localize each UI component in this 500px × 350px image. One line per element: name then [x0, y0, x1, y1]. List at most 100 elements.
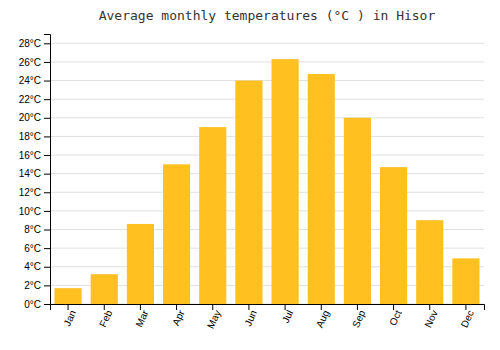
tick: Dec: [459, 304, 476, 329]
tick: 8°C: [24, 224, 50, 235]
grid-line: [50, 43, 484, 44]
bar: [272, 59, 299, 304]
tick-label: Mar: [133, 308, 151, 329]
axis-line: [51, 305, 485, 311]
grid: [50, 43, 484, 304]
tick: 10°C: [19, 206, 50, 217]
bar: [344, 118, 371, 304]
tick-mark: [44, 99, 50, 100]
tick: 18°C: [19, 131, 50, 142]
tick: 2°C: [24, 280, 50, 291]
bar: [91, 274, 118, 304]
tick-label: 2°C: [24, 280, 41, 291]
grid-line: [50, 99, 484, 100]
tick-label: 12°C: [19, 187, 41, 198]
tick-label: Oct: [387, 308, 404, 327]
tick-mark: [44, 118, 50, 119]
tick-label: Jun: [242, 308, 259, 327]
tick-label: 20°C: [19, 112, 41, 123]
tick: Feb: [97, 304, 114, 329]
grid-line: [50, 80, 484, 81]
tick-label: 22°C: [19, 94, 41, 105]
grid-line: [50, 173, 484, 174]
plot: 0°C 2°C 4°C 6°C 8°C 10°C 12°C 14°C 16°C 18°C 20°C 2…: [19, 35, 485, 331]
bars: [55, 59, 480, 304]
tick: 0°C: [24, 299, 50, 310]
tick: 22°C: [19, 94, 50, 105]
tick-label: Apr: [170, 308, 187, 327]
tick-label: 24°C: [19, 75, 41, 86]
tick-mark: [44, 304, 50, 305]
tick-label: 8°C: [24, 224, 41, 235]
tick: 14°C: [19, 168, 50, 179]
tick-mark: [44, 136, 50, 137]
tick-mark: [44, 285, 50, 286]
tick: 28°C: [19, 38, 50, 49]
tick: Sep: [350, 304, 368, 329]
tick-mark: [44, 81, 50, 82]
axis-line: [44, 35, 51, 305]
tick-label: Feb: [97, 308, 114, 329]
tick-label: 16°C: [19, 150, 41, 161]
grid-line: [50, 155, 484, 156]
tick-mark: [44, 155, 50, 156]
bar: [308, 74, 335, 304]
tick-label: Sep: [350, 308, 368, 329]
tick: Apr: [170, 304, 187, 327]
tick-label: 0°C: [24, 299, 41, 310]
tick: Jan: [61, 304, 78, 328]
x-axis: Jan Feb Mar Apr May Jun Jul Aug Sep Oct Nov Dec: [51, 304, 485, 330]
tick-label: Dec: [459, 308, 476, 329]
bar: [380, 167, 407, 304]
tick-label: 14°C: [19, 168, 41, 179]
bar: [163, 164, 190, 304]
tick-label: Jul: [280, 308, 295, 324]
grid-line: [50, 136, 484, 137]
bar: [452, 258, 479, 304]
tick: 24°C: [19, 75, 50, 86]
tick: Jun: [242, 304, 259, 328]
tick-mark: [44, 211, 50, 212]
tick: 20°C: [19, 112, 50, 123]
tick-mark: [44, 174, 50, 175]
tick-label: 10°C: [19, 206, 41, 217]
tick: Mar: [133, 304, 151, 329]
tick-label: Aug: [314, 308, 331, 329]
bar: [416, 220, 443, 304]
tick-mark: [44, 267, 50, 268]
tick-label: 28°C: [19, 38, 41, 49]
bar: [55, 288, 82, 304]
tick-label: 18°C: [19, 131, 41, 142]
tick-label: 4°C: [24, 261, 41, 272]
bar: [199, 127, 226, 304]
grid-line: [50, 210, 484, 211]
tick-label: Nov: [422, 308, 439, 329]
tick: 12°C: [19, 187, 50, 198]
tick: 16°C: [19, 150, 50, 161]
tick-mark: [44, 62, 50, 63]
tick-label: May: [205, 308, 223, 330]
chart: 0°C 2°C 4°C 6°C 8°C 10°C 12°C 14°C 16°C 18°C 20°C 2…: [0, 0, 500, 350]
tick-label: Jan: [61, 308, 78, 327]
tick: 6°C: [24, 243, 50, 254]
tick: May: [205, 304, 223, 330]
tick: 26°C: [19, 57, 50, 68]
grid-line: [50, 61, 484, 62]
tick-mark: [44, 192, 50, 193]
tick-mark: [44, 248, 50, 249]
tick: Aug: [314, 304, 331, 329]
tick-mark: [44, 43, 50, 44]
grid-line: [50, 192, 484, 193]
bar: [127, 224, 154, 304]
title: Average monthly temperatures (°C ) in Hi…: [99, 8, 436, 23]
tick: Jul: [280, 304, 295, 325]
tick: 4°C: [24, 261, 50, 272]
tick: Oct: [387, 304, 404, 327]
y-axis: 0°C 2°C 4°C 6°C 8°C 10°C 12°C 14°C 16°C 18°C 20°C 2…: [19, 35, 51, 310]
bar: [235, 81, 262, 304]
grid-line: [50, 117, 484, 118]
tick-label: 6°C: [24, 243, 41, 254]
tick-label: 26°C: [19, 57, 41, 68]
tick-mark: [44, 230, 50, 231]
tick: Nov: [422, 304, 439, 329]
